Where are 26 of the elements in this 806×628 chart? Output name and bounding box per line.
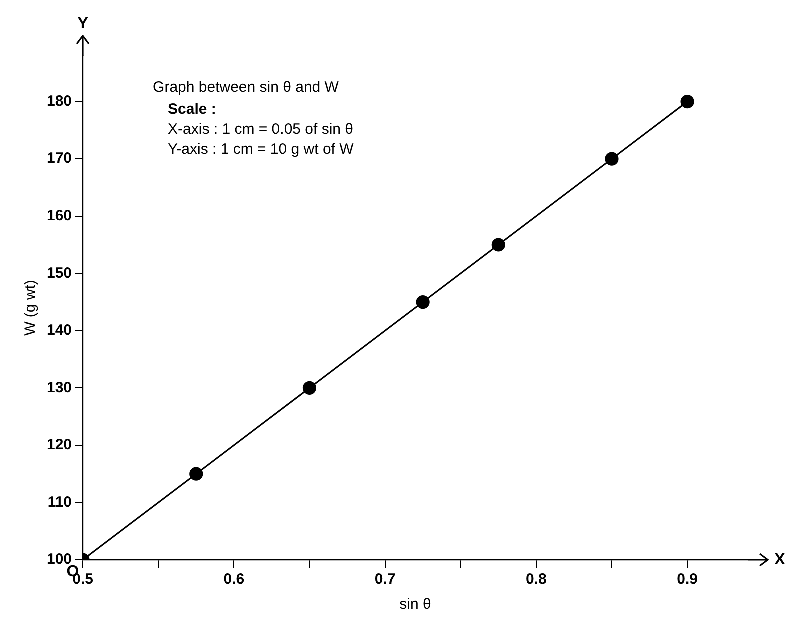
x-tick-label: 0.6	[224, 571, 245, 588]
annotation: Scale :	[168, 101, 216, 118]
y-tick-label: 170	[46, 150, 72, 168]
y-tick-label: 130	[46, 379, 72, 396]
y-axis-title: W (g wt)	[22, 280, 40, 336]
y-tick-label: 120	[46, 436, 72, 454]
y-tick-label: 180	[46, 92, 72, 110]
y-tick-label: 150	[46, 264, 72, 282]
y-tick-label: 110	[48, 494, 72, 511]
text: Graph between sin θ and W	[153, 79, 340, 96]
point	[492, 238, 506, 252]
text: Y	[78, 15, 89, 32]
x-axis-title: sin θ	[400, 596, 432, 614]
point	[190, 467, 204, 481]
annotation: Y-axis : 1 cm = 10 g wt of W	[168, 141, 355, 158]
x-tick-label: 0.7	[374, 571, 396, 588]
x-tick-label: 0.9	[677, 571, 698, 588]
x-tick-label: 0.8	[526, 571, 547, 588]
point	[680, 95, 694, 109]
annotation: X-axis : 1 cm = 0.05 of sin θ	[168, 121, 354, 138]
text: X	[774, 551, 786, 568]
point	[605, 152, 619, 166]
y-tick-label: 160	[46, 208, 72, 225]
point	[416, 295, 430, 310]
point	[302, 381, 317, 395]
y-tick-label: 140	[46, 322, 72, 340]
